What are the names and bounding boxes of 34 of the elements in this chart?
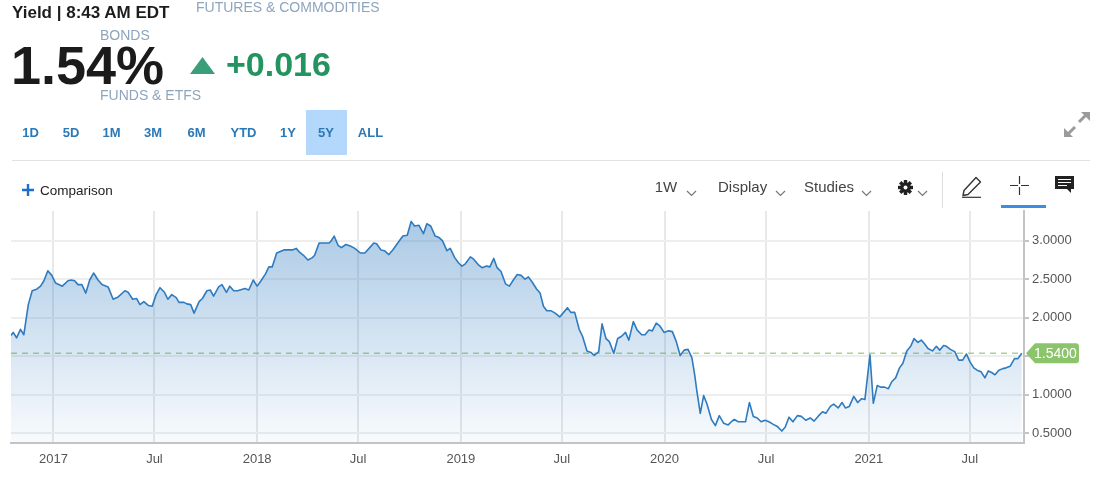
text: 5Y xyxy=(318,125,334,141)
text: Comparison xyxy=(40,183,113,198)
text: Studies xyxy=(804,178,855,195)
text: 1M xyxy=(102,125,121,141)
x-tick-label: Jul xyxy=(146,451,163,467)
y-tick-label: 0.5000 xyxy=(1032,424,1072,440)
y-tick-label: 2.5000 xyxy=(1032,270,1072,286)
x-tick-label: Jul xyxy=(961,451,979,467)
chart-title: Yield | 8:43 AM EDT xyxy=(12,3,170,22)
text: FUNDS & ETFS xyxy=(100,87,202,103)
text: 1Y xyxy=(280,125,296,141)
y-tick-label: 1.0000 xyxy=(1032,386,1072,402)
text: 1D xyxy=(22,125,39,141)
text: BONDS xyxy=(100,27,150,43)
text: FUTURES & COMMODITIES xyxy=(196,0,380,15)
x-tick-label: Jul xyxy=(553,451,571,467)
x-tick-label: 2020 xyxy=(650,451,680,467)
text: Display xyxy=(718,178,768,195)
text: 6M xyxy=(187,125,206,141)
x-tick-label: 2019 xyxy=(446,451,476,467)
x-tick-label: 2018 xyxy=(242,451,272,467)
y-tick-label: 3.0000 xyxy=(1032,232,1072,248)
text: +0.016 xyxy=(226,45,331,83)
text: 5D xyxy=(62,125,80,141)
y-tick-label: 2.0000 xyxy=(1032,309,1072,325)
x-tick-label: 2021 xyxy=(854,451,884,467)
ref-line-label: 1.5400 xyxy=(1034,345,1078,362)
text: ALL xyxy=(357,125,384,141)
x-tick-label: Jul xyxy=(757,451,775,467)
text: 1W xyxy=(654,178,678,195)
text: YTD xyxy=(230,125,257,141)
text: 3M xyxy=(143,125,163,141)
x-tick-label: 2017 xyxy=(38,451,68,467)
x-tick-label: Jul xyxy=(349,451,367,467)
